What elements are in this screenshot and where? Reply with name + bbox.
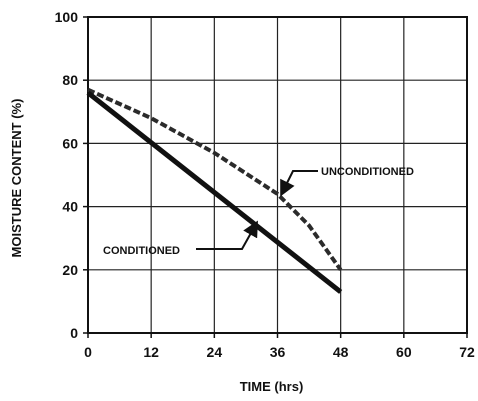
y-tick-label-40: 40 (62, 199, 78, 215)
y-tick-label-100: 100 (55, 9, 79, 25)
data-point-conditioned-1 (340, 291, 342, 293)
x-tick-label-60: 60 (396, 344, 412, 360)
data-point-unconditioned-4 (308, 225, 310, 227)
y-tick-label-0: 0 (70, 325, 78, 341)
axis-ticks: 0 12 24 36 48 60 72 0 20 40 60 80 100 (55, 9, 475, 360)
y-axis-label: MOISTURE CONTENT (%) (9, 99, 24, 258)
x-tick-label-0: 0 (84, 344, 92, 360)
annotation-arrow-conditioned (196, 220, 258, 250)
series-line-conditioned (86, 90, 343, 294)
y-tick-label-20: 20 (62, 262, 78, 278)
data-point-unconditioned-0 (87, 89, 89, 91)
data-point-unconditioned-1 (150, 117, 152, 119)
annotation-arrow-unconditioned (280, 170, 318, 197)
x-tick-label-12: 12 (143, 344, 159, 360)
grid-lines (88, 17, 467, 333)
data-point-unconditioned-5 (340, 269, 342, 271)
data-point-conditioned-0 (87, 92, 89, 94)
x-tick-label-24: 24 (207, 344, 223, 360)
x-tick-label-48: 48 (333, 344, 349, 360)
series-annotations: UNCONDITIONED CONDITIONED (103, 166, 414, 257)
series-line-unconditioned (87, 87, 343, 271)
data-point-unconditioned-2 (213, 152, 215, 154)
x-tick-label-72: 72 (459, 344, 475, 360)
y-tick-label-60: 60 (62, 135, 78, 151)
annotation-label-conditioned: CONDITIONED (103, 245, 180, 257)
data-series (86, 87, 343, 294)
x-tick-label-36: 36 (270, 344, 286, 360)
x-axis-label: TIME (hrs) (240, 379, 304, 394)
data-point-unconditioned-3 (277, 193, 278, 195)
y-tick-label-80: 80 (62, 72, 78, 88)
annotation-label-unconditioned: UNCONDITIONED (321, 166, 414, 178)
